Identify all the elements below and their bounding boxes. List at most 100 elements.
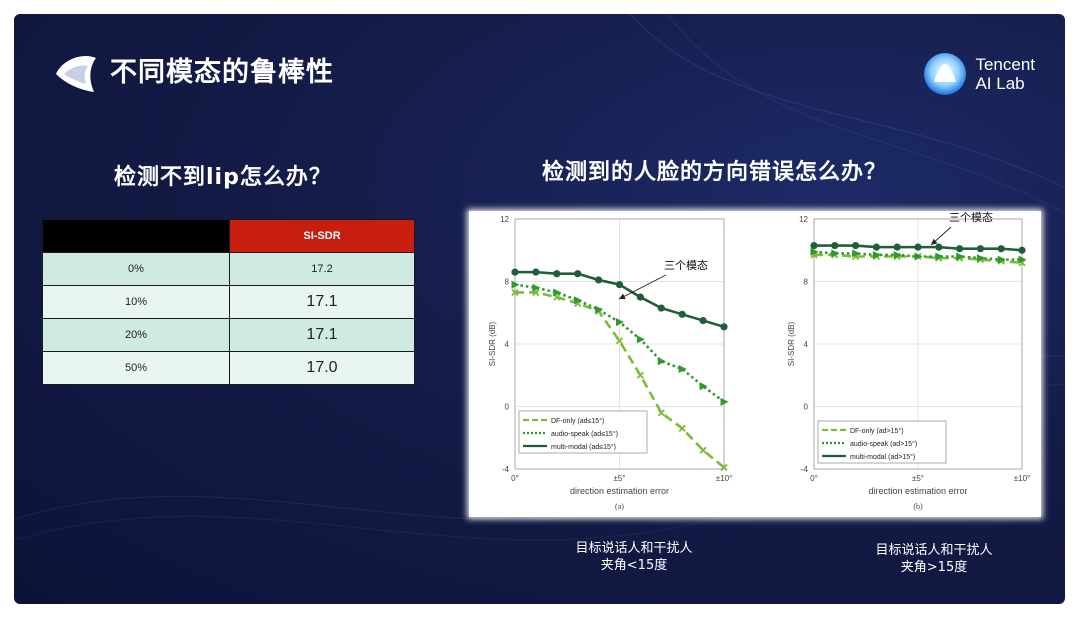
data-point bbox=[914, 252, 923, 261]
annotation-arrowhead bbox=[619, 293, 626, 299]
series-line bbox=[515, 291, 725, 469]
table-row: 0% 17.2 bbox=[42, 252, 415, 286]
y-tick-label: -4 bbox=[801, 465, 809, 474]
table-cell-label: 50% bbox=[42, 351, 230, 385]
table-cell-value: 17.0 bbox=[229, 351, 415, 385]
data-point bbox=[1018, 246, 1026, 254]
data-point bbox=[720, 323, 728, 331]
plot-frame bbox=[514, 218, 725, 470]
data-point bbox=[872, 250, 881, 259]
table-header-row: SI-SDR bbox=[42, 219, 415, 253]
brand-text: Tencent AI Lab bbox=[975, 55, 1035, 93]
y-tick-label: 4 bbox=[804, 340, 809, 349]
x-tick-label: 0° bbox=[810, 474, 818, 483]
data-point bbox=[720, 463, 728, 472]
data-point bbox=[678, 365, 687, 373]
annotation-text: 三个模态 bbox=[949, 211, 993, 224]
slide-title: 不同模态的鲁棒性 bbox=[110, 57, 334, 88]
data-point bbox=[532, 268, 540, 276]
y-tick-label: 12 bbox=[500, 215, 509, 224]
table-header-blank bbox=[42, 219, 230, 253]
caption-a-line2: 夹角<15度 bbox=[600, 558, 668, 573]
data-point bbox=[636, 335, 645, 344]
data-point bbox=[976, 254, 985, 263]
y-tick-label: 8 bbox=[804, 278, 809, 287]
caption-a: 目标说话人和干扰人 夹角<15度 bbox=[554, 540, 714, 574]
data-point bbox=[574, 296, 583, 305]
data-point bbox=[872, 243, 880, 251]
data-point bbox=[893, 250, 902, 259]
slide: 不同模态的鲁棒性 Tencent AI Lab 检测不到lip怎么办？ 检测到的… bbox=[14, 14, 1065, 604]
data-point bbox=[935, 243, 943, 251]
data-point bbox=[720, 397, 729, 406]
data-point bbox=[852, 241, 860, 250]
data-point bbox=[852, 249, 861, 258]
brand: Tencent AI Lab bbox=[923, 52, 1035, 96]
legend-label: DF-only (ad>15°) bbox=[850, 427, 904, 435]
data-point bbox=[553, 270, 561, 278]
charts-svg: -4 0 4 8 12 0° ±5° ±10° direction estimation err… bbox=[488, 211, 1031, 511]
data-point bbox=[574, 270, 582, 278]
y-tick-label: 0 bbox=[505, 403, 510, 412]
table-cell-value: 17.1 bbox=[229, 285, 415, 319]
question-left: 检测不到lip怎么办？ bbox=[114, 165, 332, 190]
charts-panel: -4 0 4 8 12 0° ±5° ±10° direction estimation err… bbox=[469, 211, 1041, 517]
brand-line1: Tencent bbox=[975, 55, 1035, 74]
y-axis-label: SI-SDR (dB) bbox=[787, 321, 796, 366]
table-cell-label: 0% bbox=[42, 252, 230, 286]
data-point bbox=[699, 382, 708, 391]
data-point bbox=[956, 245, 964, 253]
data-point bbox=[657, 409, 665, 417]
plot-frame bbox=[813, 218, 1023, 470]
data-point bbox=[678, 310, 686, 318]
x-axis-label: direction estimation error bbox=[868, 486, 967, 496]
data-point bbox=[956, 252, 965, 261]
question-right: 检测到的人脸的方向错误怎么办？ bbox=[542, 160, 888, 185]
caption-b-line1: 目标说话人和干扰人 bbox=[875, 543, 993, 558]
legend-label: multi-modal (ad>15°) bbox=[850, 453, 915, 461]
data-point bbox=[595, 276, 603, 284]
legend-label: multi-modal (ad≤15°) bbox=[551, 443, 616, 451]
caption-b: 目标说话人和干扰人 夹角>15度 bbox=[854, 542, 1014, 576]
lab-logo-icon bbox=[56, 55, 96, 92]
data-point bbox=[699, 446, 707, 454]
y-tick-label: -4 bbox=[502, 465, 510, 474]
data-point bbox=[914, 243, 922, 251]
series-line bbox=[813, 250, 1022, 261]
data-point bbox=[893, 243, 901, 251]
annotation-text: 三个模态 bbox=[664, 259, 708, 272]
data-point bbox=[511, 280, 520, 289]
data-point bbox=[553, 288, 562, 297]
table-cell-value: 17.2 bbox=[229, 252, 415, 286]
table-cell-label: 20% bbox=[42, 318, 230, 352]
x-tick-label: ±10° bbox=[1014, 474, 1031, 483]
annotation-arrowhead bbox=[931, 238, 938, 245]
y-tick-label: 4 bbox=[505, 340, 510, 349]
data-point bbox=[976, 245, 984, 253]
data-point bbox=[595, 305, 604, 314]
table-cell-value: 17.1 bbox=[229, 318, 415, 352]
data-point bbox=[511, 268, 519, 276]
data-point bbox=[615, 281, 624, 289]
data-point bbox=[678, 424, 686, 433]
table-header-si-sdr: SI-SDR bbox=[229, 219, 415, 253]
data-point bbox=[831, 241, 839, 250]
data-point bbox=[997, 255, 1006, 264]
x-tick-label: ±10° bbox=[716, 474, 733, 483]
table-row: 10% 17.1 bbox=[42, 285, 415, 319]
data-point bbox=[997, 245, 1005, 253]
panel-sublabel: (b) bbox=[913, 502, 923, 511]
data-point bbox=[616, 318, 624, 327]
data-point bbox=[511, 288, 519, 297]
y-tick-label: 12 bbox=[799, 215, 808, 224]
y-axis-label: SI-SDR (dB) bbox=[488, 321, 497, 366]
data-point bbox=[532, 283, 541, 292]
tencent-ai-lab-logo-icon bbox=[924, 53, 967, 95]
data-point bbox=[935, 252, 944, 261]
sdr-table: SI-SDR 0% 17.2 10% 17.1 20% 17.1 50% 17.… bbox=[42, 219, 415, 385]
x-tick-label: 0° bbox=[511, 474, 519, 483]
data-point bbox=[615, 337, 624, 345]
table-cell-label: 10% bbox=[42, 285, 230, 319]
table-row: 20% 17.1 bbox=[42, 318, 415, 352]
data-point bbox=[636, 371, 645, 379]
